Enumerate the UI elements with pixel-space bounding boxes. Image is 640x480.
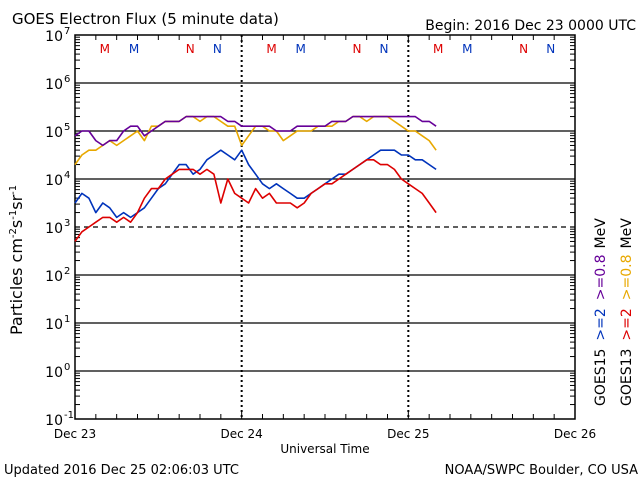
y-axis-label: Particles cm-2s-1sr-1 [7,185,26,335]
updated-timestamp: Updated 2016 Dec 25 02:06:03 UTC [4,463,239,478]
series-goes15-2-mev [74,149,437,219]
y-tick-base: 10 [45,77,63,93]
series-goes15-0-8-mev [74,115,437,147]
y-tick-label-7: 10 7 [45,26,70,45]
x-tick-label: Dec 23 [54,427,96,441]
y-tick-exponent: 6 [64,74,70,85]
legend-goes15: GOES15 >=2 >=0.8 MeV [593,218,609,406]
y-axis-label-sr: sr [7,194,26,209]
legend-goes13: GOES13 >=2 >=0.8 MeV [619,218,635,406]
y-tick-exponent: 1 [64,314,70,325]
y-tick-exponent: -1 [64,410,74,421]
y-axis-label-s: s [7,220,26,228]
y-tick-label-0: 10 0 [45,362,70,381]
y-tick-label-6: 10 6 [45,74,70,93]
legend-goes13-08mev: >=0.8 [619,254,635,300]
legend-goes13-2mev: >=2 [619,308,635,340]
legend-goes15-label: GOES15 [593,349,609,406]
legend-text-goes13: GOES13 >=2 >=0.8 MeV [619,218,635,406]
legend-goes15-2mev: >=2 [593,308,609,340]
series-layer [74,115,437,242]
legend-text-goes15: GOES15 >=2 >=0.8 MeV [593,218,609,406]
legend-goes13-label: GOES13 [619,349,635,406]
y-tick-label-5: 10 5 [45,122,70,141]
mn-marker: M [462,42,472,56]
credit-label: NOAA/SWPC Boulder, CO USA [445,463,638,478]
series-goes13-2-mev [74,159,437,242]
mn-marker: M [100,42,110,56]
mn-marker: M [296,42,306,56]
y-tick-label-3: 10 3 [45,218,70,237]
x-tick-label: Dec 25 [387,427,429,441]
y-tick-exponent: 2 [64,266,70,277]
y-tick-base: 10 [45,365,63,381]
y-tick-exponent: 7 [64,26,70,37]
y-tick-label-2: 10 2 [45,266,70,285]
legend-goes15-08mev: >=0.8 [593,254,609,300]
mn-marker: N [213,42,222,56]
y-axis-label-exp2: -1 [8,210,19,220]
y-tick-exponent: 0 [64,362,70,373]
y-tick-base: 10 [45,173,63,189]
y-tick-base: 10 [45,125,63,141]
y-tick-base: 10 [45,29,63,45]
y-tick-exponent: 5 [64,122,70,133]
begin-label: Begin: 2016 Dec 23 0000 UTC [425,18,636,34]
x-tick-labels: Dec 23 Dec 24 Dec 25 Dec 26 [54,427,596,441]
y-tick-exponent: 3 [64,218,70,229]
y-tick-base: 10 [45,269,63,285]
mn-marker: M [433,42,443,56]
x-tick-label: Dec 24 [221,427,263,441]
day-separators [238,34,412,419]
mn-marker: N [546,42,555,56]
y-tick-exponent: 4 [64,170,70,181]
y-tick-base: 10 [45,413,63,429]
chart-title: GOES Electron Flux (5 minute data) [12,10,279,28]
legend-goes13-mev: MeV [619,218,635,249]
y-axis-label-exp3: -1 [8,185,19,195]
y-tick-label--1: 10 -1 [45,410,74,429]
legend-goes15-mev: MeV [593,218,609,249]
series-goes13-0-8-mev [74,115,437,166]
mn-marker: N [352,42,361,56]
x-axis-label: Universal Time [280,442,369,456]
y-tick-base: 10 [45,317,63,333]
mn-marker: M [266,42,276,56]
mn-marker: N [186,42,195,56]
x-tick-label: Dec 26 [554,427,596,441]
y-axis-label-base: Particles cm [7,238,26,335]
y-tick-label-4: 10 4 [45,170,70,189]
grid-layer [74,35,576,419]
y-tick-base: 10 [45,221,63,237]
mn-marker: N [380,42,389,56]
mn-marker: M [129,42,139,56]
y-axis-label-exp1: -2 [8,228,19,238]
y-tick-label-1: 10 1 [45,314,70,333]
mn-marker: N [519,42,528,56]
